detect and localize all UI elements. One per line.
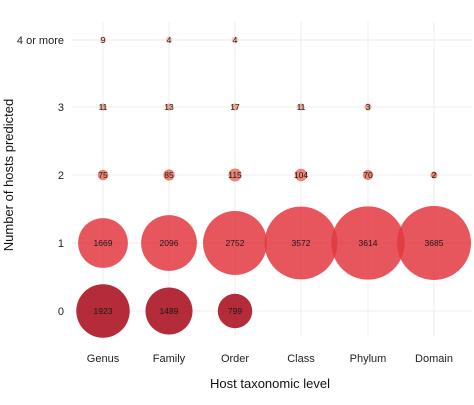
bubble-order-3: [231, 103, 239, 111]
bubble-order-2: [228, 168, 242, 182]
x-tick-class: Class: [287, 353, 315, 365]
bubble-value-label: 70: [363, 170, 373, 180]
bubble-phylum-3: [364, 103, 372, 111]
bubble-domain-1: [397, 206, 471, 280]
bubble-order-4-or-more: [231, 36, 239, 44]
bubble-order-0: [217, 293, 253, 329]
bubble-value-label: 17: [230, 102, 240, 112]
bubble-value-label: 11: [297, 102, 306, 112]
bubble-value-label: 799: [228, 306, 242, 316]
x-tick-genus: Genus: [87, 353, 120, 365]
bubble-value-label: 9: [101, 35, 106, 45]
bubble-class-2: [294, 168, 308, 182]
x-tick-domain: Domain: [415, 353, 453, 365]
y-tick-labels: 0 1 2 3 4 or more: [17, 35, 64, 318]
bubble-value-label: 4: [233, 35, 238, 45]
bubble-value-label: 3685: [425, 238, 444, 248]
bubble-value-label: 4: [167, 35, 172, 45]
y-tick-0: 0: [58, 306, 64, 318]
bubble-family-1: [141, 215, 197, 271]
bubble-layer: [76, 36, 471, 338]
bubble-value-label: 104: [294, 170, 308, 180]
bubble-value-label: 2752: [226, 238, 245, 248]
bubble-value-label: 1489: [160, 306, 179, 316]
bubble-value-label: 3572: [292, 238, 311, 248]
x-tick-phylum: Phylum: [350, 353, 387, 365]
bubble-label-layer: 1923 1489 799 1669 2096 2752 3572 3614 3685 75 85 1…: [94, 35, 444, 316]
bubble-value-label: 85: [164, 170, 174, 180]
y-tick-1: 1: [58, 238, 64, 250]
bubble-family-4-or-more: [165, 36, 173, 44]
bubble-family-2: [163, 169, 175, 181]
y-tick-2: 2: [58, 170, 64, 182]
x-tick-order: Order: [221, 353, 249, 365]
y-tick-3: 3: [58, 102, 64, 114]
bubble-value-label: 3614: [359, 238, 378, 248]
bubble-genus-2: [97, 169, 109, 181]
y-tick-4-or-more: 4 or more: [17, 35, 64, 47]
bubble-value-label: 2: [432, 170, 437, 180]
grid-lines: [72, 22, 472, 336]
bubble-value-label: 1923: [94, 306, 113, 316]
x-tick-family: Family: [153, 353, 186, 365]
bubble-family-3: [165, 103, 173, 111]
bubble-value-label: 2096: [160, 238, 179, 248]
x-tick-labels: Genus Family Order Class Phylum Domain: [87, 353, 453, 365]
bubble-class-1: [264, 206, 338, 280]
x-axis-title: Host taxonomic level: [210, 376, 330, 391]
bubble-value-label: 115: [228, 170, 242, 180]
bubble-value-label: 13: [164, 102, 174, 112]
bubble-value-label: 1669: [94, 238, 113, 248]
bubble-order-1: [203, 211, 267, 275]
bubble-family-0: [145, 287, 193, 335]
bubble-value-label: 11: [99, 102, 108, 112]
bubble-domain-2: [430, 171, 438, 179]
bubble-value-label: 75: [98, 170, 108, 180]
bubble-genus-4-or-more: [99, 36, 107, 44]
y-axis-title: Number of hosts predicted: [1, 99, 16, 251]
bubble-value-label: 3: [366, 102, 371, 112]
bubble-genus-0: [76, 284, 130, 338]
bubble-phylum-2: [362, 169, 374, 181]
bubble-phylum-1: [331, 206, 405, 280]
bubble-genus-1: [78, 218, 128, 268]
bubble-class-3: [297, 103, 305, 111]
bubble-genus-3: [99, 103, 107, 111]
